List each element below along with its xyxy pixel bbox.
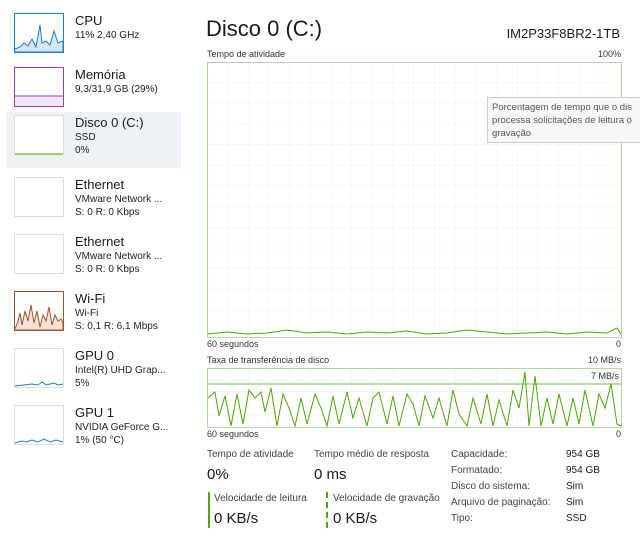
disk-model: IM2P33F8BR2-1TB bbox=[506, 26, 620, 41]
stat-value: 0% bbox=[207, 466, 229, 483]
chart-label: Taxa de transferência de disco bbox=[207, 355, 330, 365]
tooltip: Porcentagem de tempo que o dis processa … bbox=[487, 97, 640, 143]
tooltip-line: Porcentagem de tempo que o dis bbox=[492, 102, 632, 113]
thumbnail bbox=[14, 13, 64, 53]
page-title: Disco 0 (C:) bbox=[206, 16, 323, 41]
chart-max: 100% bbox=[597, 49, 621, 59]
prop-value: Sim bbox=[566, 481, 584, 492]
read-indicator bbox=[208, 492, 210, 528]
thumbnail bbox=[14, 348, 64, 388]
sidebar-item[interactable]: Disco 0 (C:) SSD 0% bbox=[6, 112, 181, 168]
sidebar-item[interactable]: Memória 9,3/31,9 GB (29%) bbox=[6, 64, 181, 114]
item-detail: VMware Network ... bbox=[75, 251, 163, 262]
write-indicator bbox=[326, 492, 328, 528]
sidebar-item[interactable]: GPU 0 Intel(R) UHD Grap... 5% bbox=[6, 345, 181, 395]
item-detail: 11% 2,40 GHz bbox=[75, 30, 140, 41]
thumbnail bbox=[14, 115, 64, 155]
item-detail: S: 0 R: 0 Kbps bbox=[75, 264, 140, 275]
prop-label: Formatado: bbox=[451, 465, 503, 476]
item-detail: 1% (50 °C) bbox=[75, 435, 125, 446]
marker-label: 7 MB/s bbox=[590, 371, 619, 381]
item-name: Memória bbox=[75, 67, 126, 82]
sidebar-item[interactable]: Ethernet VMware Network ... S: 0 R: 0 Kb… bbox=[6, 231, 181, 281]
item-detail: 5% bbox=[75, 378, 90, 389]
item-detail: 0% bbox=[75, 145, 90, 156]
item-name: Ethernet bbox=[75, 177, 125, 192]
prop-label: Tipo: bbox=[451, 513, 473, 524]
item-name: Wi-Fi bbox=[75, 291, 106, 306]
item-detail: SSD bbox=[75, 132, 96, 143]
item-detail: S: 0,1 R: 6,1 Mbps bbox=[75, 321, 158, 332]
item-detail: Intel(R) UHD Grap... bbox=[75, 365, 166, 376]
prop-value: 954 GB bbox=[566, 465, 600, 476]
stat-label: Velocidade de leitura bbox=[214, 493, 307, 504]
thumbnail bbox=[14, 67, 64, 107]
stat-value: 0 ms bbox=[314, 466, 347, 483]
prop-value: SSD bbox=[566, 513, 587, 524]
item-detail: 9,3/31,9 GB (29%) bbox=[75, 84, 158, 95]
item-name: GPU 1 bbox=[75, 405, 115, 420]
item-detail: NVIDIA GeForce G... bbox=[75, 422, 169, 433]
item-name: Ethernet bbox=[75, 234, 125, 249]
tooltip-line: gravação bbox=[492, 128, 532, 139]
item-name: GPU 0 bbox=[75, 348, 115, 363]
chart-label: Tempo de atividade bbox=[207, 49, 286, 59]
chart-max: 10 MB/s bbox=[587, 355, 621, 365]
axis-left: 60 segundos bbox=[207, 339, 259, 349]
thumbnail bbox=[14, 234, 64, 274]
prop-label: Arquivo de paginação: bbox=[451, 497, 551, 508]
prop-value: 954 GB bbox=[566, 449, 600, 460]
prop-label: Disco do sistema: bbox=[451, 481, 530, 492]
stat-label: Velocidade de gravação bbox=[333, 493, 440, 504]
prop-value: Sim bbox=[566, 497, 584, 508]
axis-right: 0 bbox=[615, 339, 621, 349]
stat-value: 0 KB/s bbox=[214, 510, 259, 527]
sidebar-item[interactable]: Ethernet VMware Network ... S: 0 R: 0 Kb… bbox=[6, 174, 181, 224]
stat-label: Tempo médio de resposta bbox=[314, 449, 430, 460]
thumbnail bbox=[14, 405, 64, 445]
item-name: CPU bbox=[75, 13, 103, 28]
prop-label: Capacidade: bbox=[451, 449, 508, 460]
axis-right: 0 bbox=[615, 429, 621, 439]
item-detail: Wi-Fi bbox=[75, 308, 99, 319]
stat-value: 0 KB/s bbox=[333, 510, 378, 527]
item-detail: S: 0 R: 0 Kbps bbox=[75, 207, 140, 218]
thumbnail bbox=[14, 291, 64, 331]
sidebar-item[interactable]: CPU 11% 2,40 GHz bbox=[6, 10, 181, 60]
item-detail: VMware Network ... bbox=[75, 194, 163, 205]
transfer-chart bbox=[207, 368, 622, 428]
stat-label: Tempo de atividade bbox=[207, 449, 294, 460]
sidebar-item[interactable]: GPU 1 NVIDIA GeForce G... 1% (50 °C) bbox=[6, 402, 181, 452]
item-name: Disco 0 (C:) bbox=[75, 115, 144, 130]
tooltip-line: processa solicitações de leitura o bbox=[492, 115, 632, 126]
thumbnail bbox=[14, 177, 64, 217]
sidebar-item[interactable]: Wi-Fi Wi-Fi S: 0,1 R: 6,1 Mbps bbox=[6, 288, 181, 338]
axis-left: 60 segundos bbox=[207, 429, 259, 439]
